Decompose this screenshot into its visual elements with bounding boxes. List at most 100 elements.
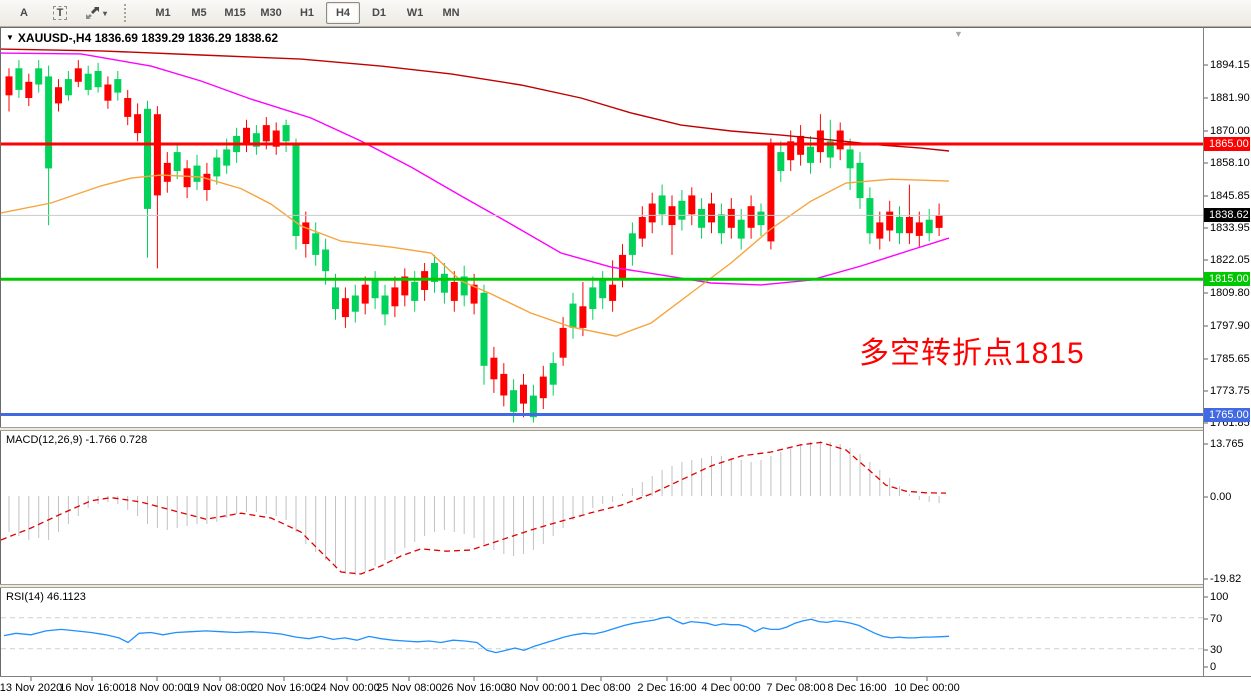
- candle-body: [74, 68, 82, 82]
- candle-body: [163, 162, 171, 182]
- candle-body: [559, 327, 567, 358]
- candle-body: [223, 149, 231, 166]
- axis-tick: [1204, 325, 1208, 326]
- text-label-tool-button[interactable]: A: [7, 2, 41, 24]
- candle-body: [678, 200, 686, 220]
- candle-body: [134, 114, 142, 134]
- candle-body: [332, 287, 339, 309]
- candle-body: [153, 114, 161, 196]
- axis-tick: [1204, 596, 1208, 598]
- candle-body: [757, 211, 765, 226]
- candle-body: [431, 263, 438, 282]
- date-label: 1 Dec 08:00: [571, 682, 631, 694]
- axis-tick-label: 13.765: [1210, 438, 1244, 450]
- candle-body: [440, 273, 448, 293]
- axis-tick-label: 1833.95: [1210, 222, 1250, 234]
- candle-body: [381, 295, 389, 315]
- axis-tick-label: 1785.65: [1210, 352, 1250, 365]
- price-chart-canvas[interactable]: [1, 28, 1204, 428]
- ma-fast-orange: [1, 174, 950, 337]
- date-axis-tick: [473, 677, 475, 681]
- candle-body: [411, 282, 419, 301]
- candle-body: [104, 84, 112, 101]
- date-axis[interactable]: 13 Nov 2020 16 Nov 16:00 18 Nov 00:00 19 No…: [0, 676, 1251, 699]
- candle-body: [490, 357, 498, 380]
- text-box-tool-button[interactable]: T: [43, 2, 77, 24]
- candle-body: [886, 211, 894, 231]
- axis-tick: [1204, 496, 1208, 498]
- candle-body: [322, 249, 330, 272]
- candle-body: [144, 108, 151, 209]
- symbol-dropdown-icon[interactable]: ▼: [6, 32, 14, 42]
- date-axis-tick: [600, 677, 602, 681]
- candle-body: [371, 279, 379, 299]
- axis-tick: [1204, 649, 1208, 651]
- candle-body: [470, 284, 478, 304]
- axis-tick-label: 1773.75: [1210, 384, 1250, 397]
- panel-divider[interactable]: [0, 584, 1251, 588]
- rsi-panel: RSI(14) 46.1123: [0, 588, 1204, 676]
- timeframe-m30-button[interactable]: M30: [260, 7, 282, 19]
- date-label: 8 Dec 16:00: [827, 682, 887, 694]
- axis-tick-label: 1797.90: [1210, 319, 1250, 332]
- candle-body: [539, 376, 547, 399]
- rsi-line: [3, 616, 950, 654]
- axis-tick: [1204, 666, 1208, 668]
- candle-body: [856, 162, 864, 199]
- axis-tick-label: 100: [1210, 591, 1229, 603]
- candle-body: [341, 298, 349, 318]
- candle-body: [193, 165, 201, 182]
- candle-body: [876, 222, 884, 239]
- axis-tick: [1204, 227, 1208, 229]
- macd-canvas[interactable]: [1, 431, 1204, 584]
- candle-body: [767, 144, 775, 242]
- timeframe-m1-button[interactable]: M1: [155, 7, 171, 19]
- axis-tick-label: 1870.00: [1210, 124, 1250, 137]
- timeframe-mn-button[interactable]: MN: [442, 7, 460, 19]
- candle-body: [183, 168, 191, 188]
- timeframe-m5-button[interactable]: M5: [191, 7, 207, 19]
- date-label: 26 Nov 16:00: [441, 682, 507, 694]
- price-axis[interactable]: 1894.15 1881.90 1870.00 1858.10 1845.85 1833.…: [1203, 27, 1251, 676]
- axis-tick-label: 1858.10: [1210, 156, 1250, 169]
- axis-tick-label: 1809.80: [1210, 287, 1250, 300]
- candle-body: [480, 292, 488, 366]
- candle-body: [450, 282, 458, 301]
- date-label: 10 Dec 00:00: [894, 682, 960, 694]
- candle-body: [25, 81, 33, 98]
- toolbar-separator[interactable]: [124, 4, 131, 22]
- date-axis-tick: [536, 677, 538, 681]
- timeframe-d1-button[interactable]: D1: [371, 7, 387, 19]
- timeframe-w1-button[interactable]: W1: [406, 7, 424, 19]
- chart-annotation: 多空转折点1815: [859, 337, 1085, 370]
- candle-body: [549, 363, 557, 385]
- candle-body: [816, 130, 824, 153]
- macd-panel: MACD(12,26,9) -1.766 0.728: [0, 431, 1203, 584]
- candle-body: [361, 284, 369, 304]
- candle-body: [648, 203, 656, 223]
- date-label: 2 Dec 16:00: [637, 682, 697, 694]
- candle-body: [55, 87, 62, 104]
- candle-body: [173, 152, 181, 171]
- candle-body: [569, 303, 577, 328]
- candle-body: [896, 217, 903, 234]
- arrange-arrows-tool-button[interactable]: ▾: [79, 2, 113, 24]
- chart-shift-marker[interactable]: ▼: [954, 29, 963, 39]
- timeframe-h4-button[interactable]: H4: [326, 2, 361, 24]
- timeframe-h1-button[interactable]: H1: [299, 7, 315, 19]
- rsi-canvas[interactable]: [1, 588, 1204, 676]
- price-badge: 1838.62: [1204, 208, 1250, 223]
- timeframe-m15-button[interactable]: M15: [224, 7, 246, 19]
- dropdown-caret-icon: ▾: [103, 8, 108, 18]
- date-label: 20 Nov 16:00: [251, 682, 317, 694]
- panel-divider[interactable]: [0, 427, 1251, 431]
- axis-tick: [1204, 130, 1208, 131]
- ma-mid-magenta: [1, 52, 950, 286]
- date-axis-tick: [283, 677, 285, 681]
- candle-body: [609, 284, 617, 301]
- macd-signal-line: [1, 441, 947, 575]
- date-label: 24 Nov 00:00: [314, 682, 380, 694]
- axis-tick: [1204, 195, 1208, 197]
